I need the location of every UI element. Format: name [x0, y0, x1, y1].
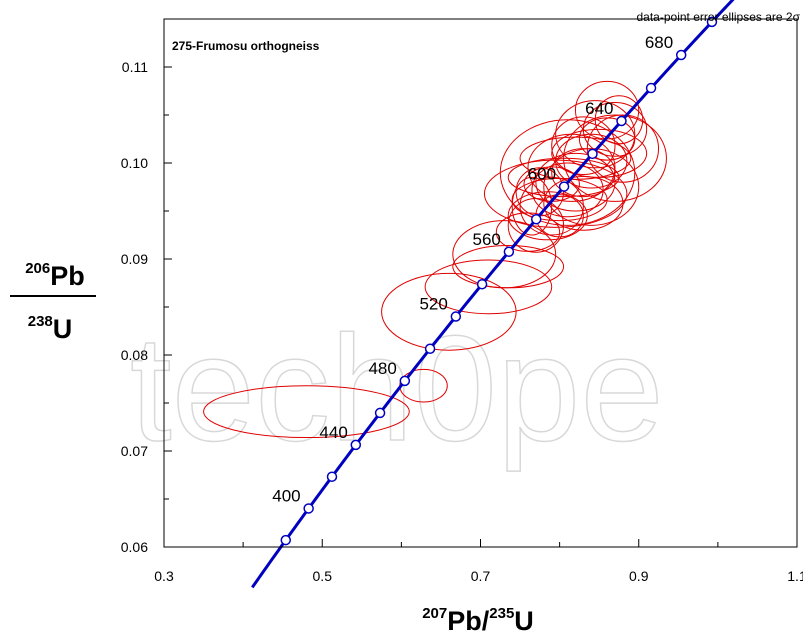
concordia-age-marker: [706, 16, 718, 28]
x-tick-label: 1.1: [787, 568, 803, 584]
y-label-element: Pb: [50, 261, 85, 291]
error-ellipse: [381, 272, 517, 351]
concordia-age-marker: [675, 49, 687, 61]
concordia-age-label: 560: [473, 230, 501, 249]
error-ellipse: [555, 100, 636, 169]
y-label-iso2: 238: [28, 313, 53, 330]
y-tick-label: 0.11: [122, 59, 148, 75]
concordia-age-marker: [645, 82, 657, 94]
concordia-curve: 400 440 480 520 560 600 640 680: [251, 0, 735, 589]
concordia-age-marker: [280, 534, 292, 546]
error-ellipse: [563, 114, 667, 202]
chart-title: 275-Frumosu orthogneiss: [172, 39, 320, 53]
concordia-age-marker: [450, 311, 462, 322]
y-label-iso: 206: [25, 260, 50, 277]
error-note: data-point error ellipses are 2σ: [637, 10, 801, 24]
svg-text:238U: 238U: [28, 313, 73, 344]
y-tick-label: 0.07: [121, 443, 148, 459]
error-ellipses: [203, 80, 667, 439]
concordia-age-label: 640: [585, 99, 613, 118]
error-ellipse: [452, 220, 557, 289]
concordia-age-marker: [374, 407, 386, 419]
x-tick-label: 0.9: [629, 568, 649, 584]
y-label-element2: U: [53, 314, 73, 344]
concordia-age-marker: [616, 115, 627, 127]
concordia-age-label: 600: [528, 165, 556, 184]
concordia-age-marker: [558, 181, 570, 192]
concordia-age-marker: [424, 343, 436, 355]
error-ellipse: [531, 162, 604, 218]
svg-text:206Pb: 206Pb: [25, 260, 85, 291]
error-ellipse: [594, 95, 644, 145]
svg-text:207Pb/235U: 207Pb/235U: [422, 605, 534, 636]
concordia-age-marker: [326, 471, 338, 482]
concordia-age-label: 520: [419, 295, 447, 314]
error-ellipse: [519, 136, 632, 180]
concordia-age-marker: [503, 246, 515, 258]
axis-ticks: 0.3 0.5 0.7 0.9 1.1 0.06 0.07 0.08 0.09 0.10 0.11: [121, 18, 803, 584]
y-tick-label: 0.08: [121, 347, 148, 363]
error-ellipse: [511, 176, 553, 236]
x-tick-label: 0.3: [154, 568, 174, 584]
x-label-element: Pb: [447, 606, 482, 636]
error-ellipse: [586, 114, 660, 183]
concordia-age-label: 400: [272, 486, 300, 505]
x-label-iso: 207: [422, 605, 447, 622]
x-tick-label: 0.5: [313, 568, 333, 584]
concordia-age-marker: [350, 439, 362, 451]
error-ellipse: [203, 385, 410, 439]
x-axis-label: 207Pb/235U: [422, 605, 534, 636]
concordia-age-marker: [399, 375, 411, 387]
concordia-line: [251, 0, 735, 589]
concordia-age-marker: [530, 213, 542, 225]
x-label-iso2: 235: [489, 605, 514, 622]
watermark: tech0pe: [130, 304, 664, 472]
y-tick-label: 0.10: [121, 155, 148, 171]
y-axis-label: 206Pb 238U: [10, 260, 96, 344]
error-ellipse: [424, 259, 553, 315]
error-ellipse: [535, 152, 616, 212]
x-tick-label: 0.7: [471, 568, 491, 584]
concordia-age-marker: [303, 503, 314, 514]
error-ellipse: [551, 116, 616, 176]
concordia-age-marker: [476, 278, 488, 290]
concordia-age-label: 680: [645, 33, 673, 52]
concordia-age-marker: [587, 148, 598, 160]
concordia-age-label: 480: [368, 359, 396, 378]
error-ellipse: [499, 119, 636, 226]
y-tick-label: 0.06: [121, 539, 148, 555]
concordia-age-label: 440: [319, 423, 347, 442]
x-label-element2: U: [514, 606, 534, 636]
y-tick-label: 0.09: [121, 251, 148, 267]
error-ellipse: [543, 148, 640, 226]
